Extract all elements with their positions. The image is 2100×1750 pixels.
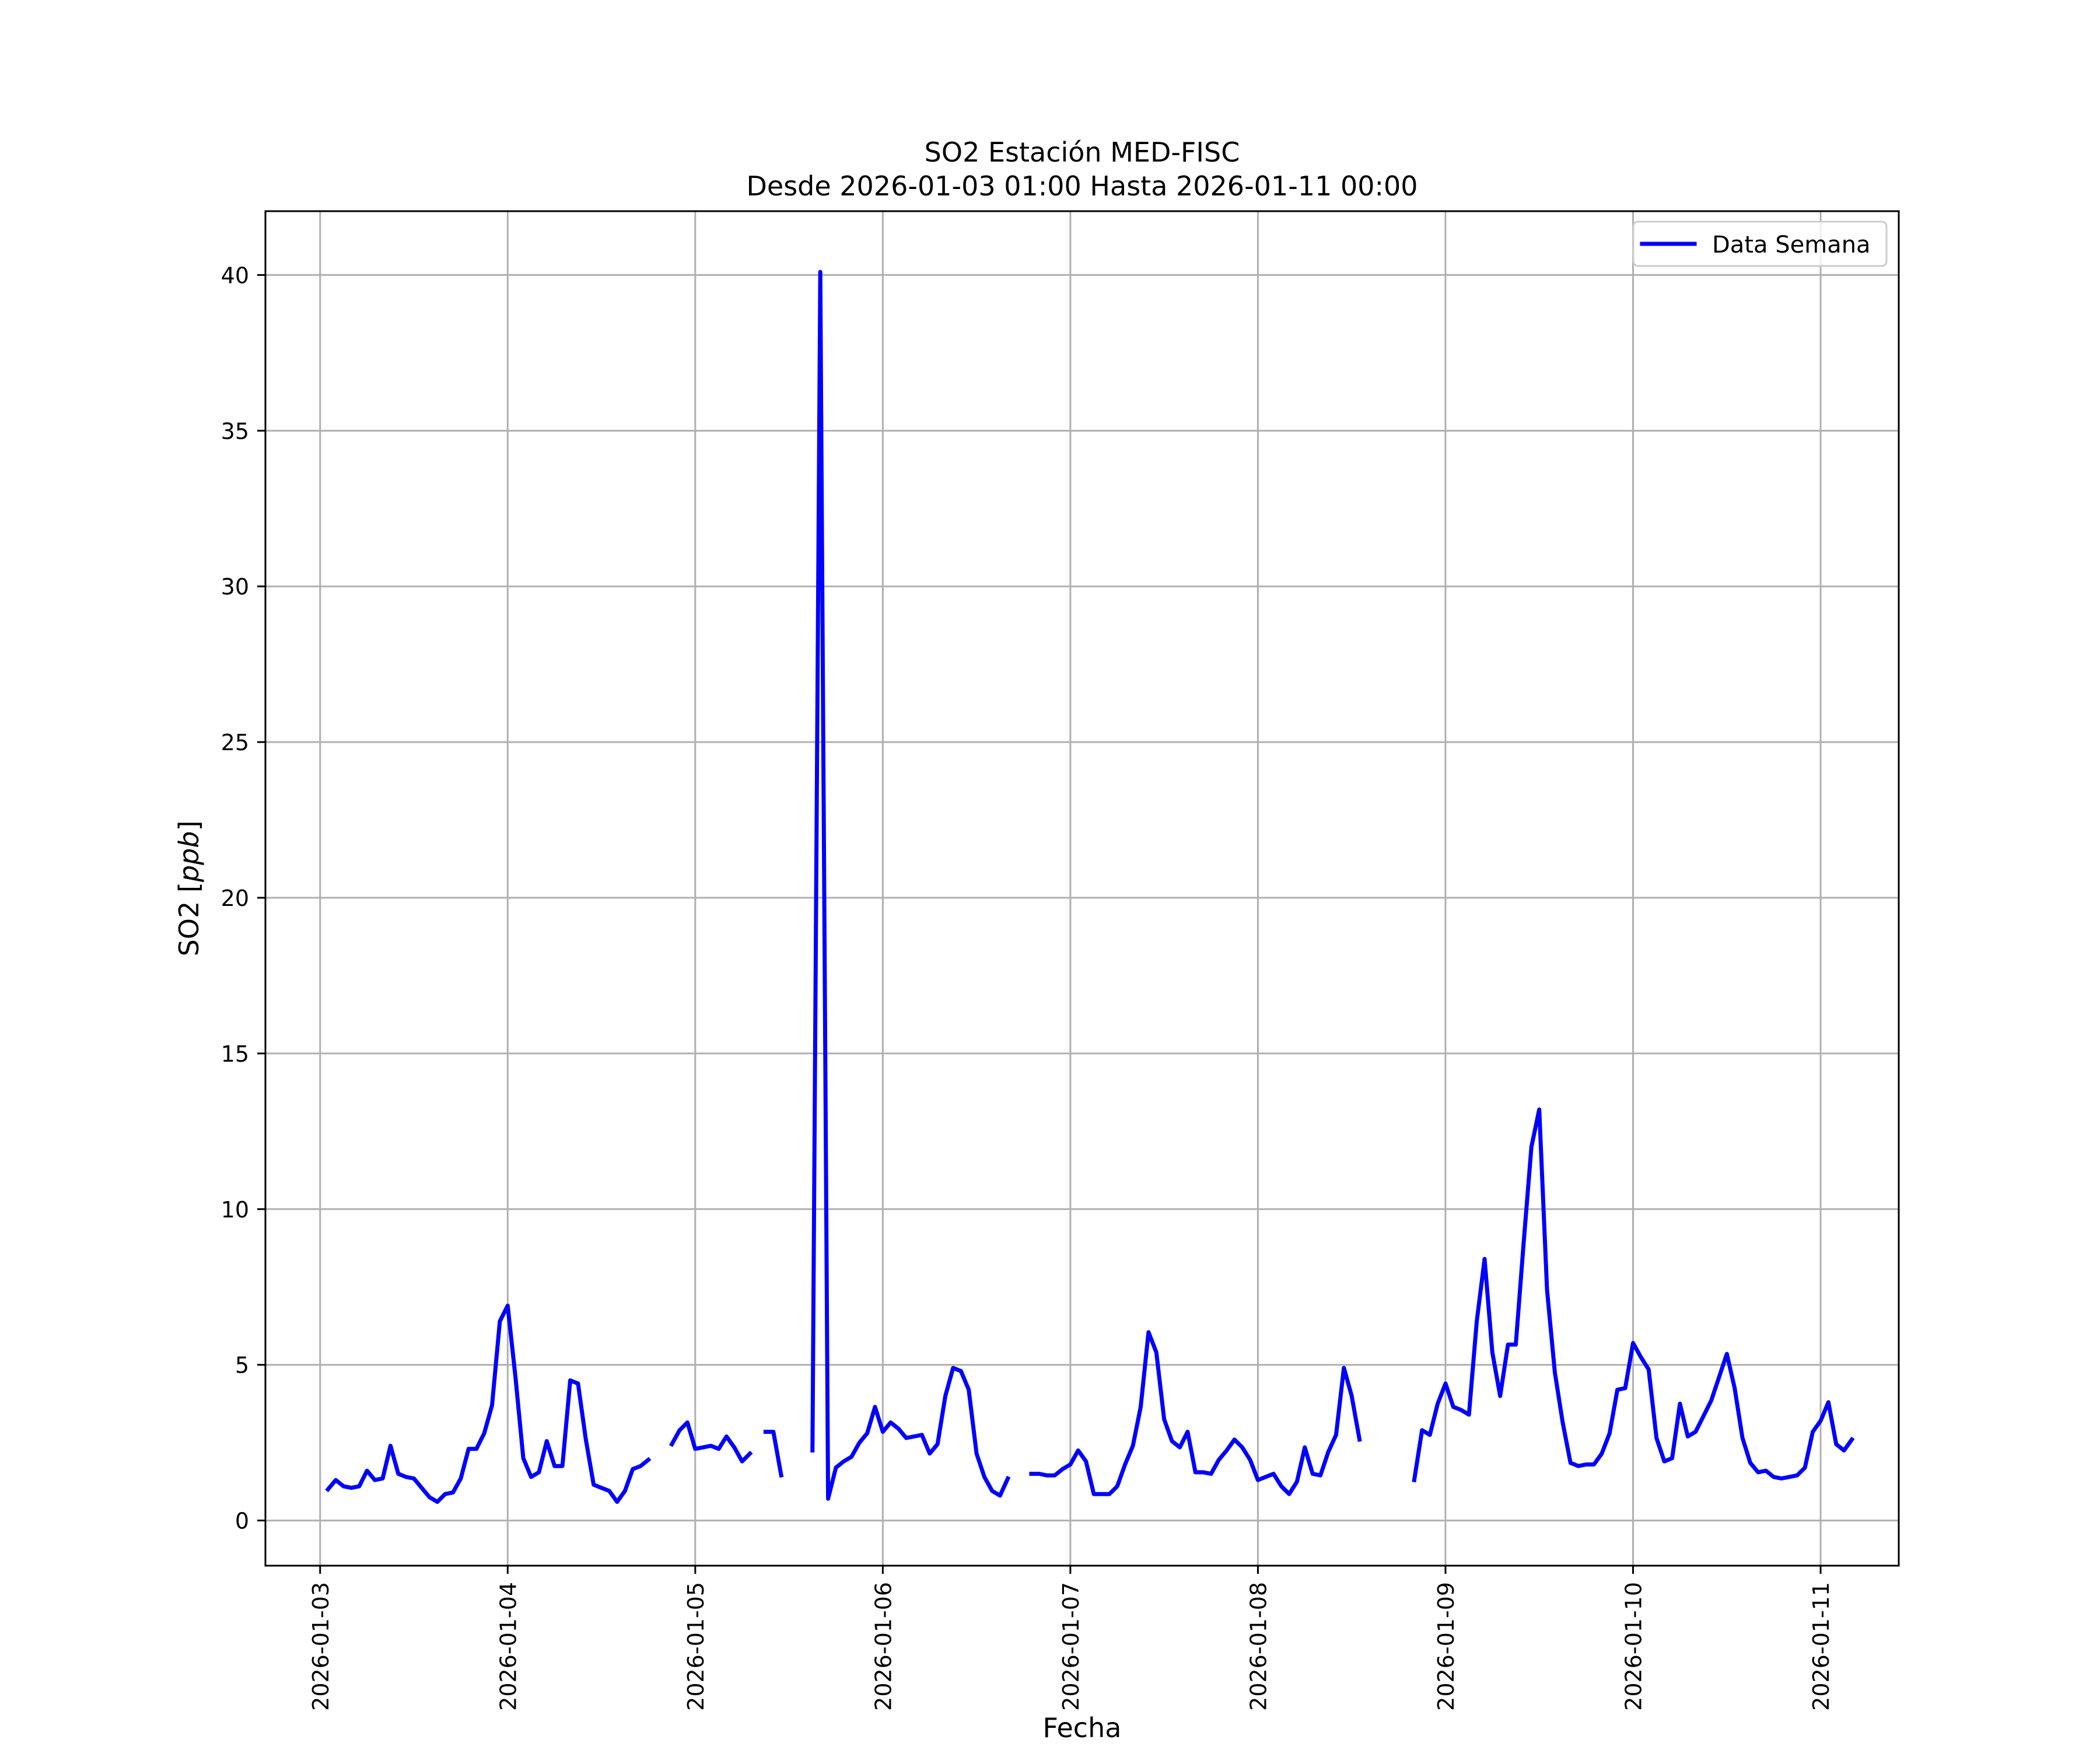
y-tick-label: 0 [235,1508,249,1534]
legend-label: Data Semana [1712,232,1871,258]
x-tick-label: 2026-01-03 [308,1582,334,1711]
x-tick-label: 2026-01-07 [1058,1582,1084,1711]
y-tick-label: 10 [221,1197,249,1223]
x-tick-label: 2026-01-05 [683,1582,709,1711]
chart-title-line-1: SO2 Estación MED-FISC [925,136,1240,168]
y-tick-label: 35 [221,418,249,444]
x-tick-label: 2026-01-04 [495,1582,521,1711]
y-tick-label: 15 [221,1041,249,1067]
y-tick-label: 20 [221,886,249,911]
series-line-segment [1412,1107,1855,1483]
x-tick-label: 2026-01-09 [1433,1582,1459,1711]
plot-frame [264,210,1900,1567]
x-axis-label: Fecha [1043,1712,1122,1744]
legend-box [1632,220,1888,267]
series-line-segment [325,1303,652,1504]
y-tick-label: 5 [235,1353,249,1378]
series-line-segment [1029,1330,1362,1496]
y-axis-label-prefix: SO2 [ [173,882,205,956]
axis-ticks: 2026-01-03 2026-01-04 2026-01-05 2026-01-06… [221,262,1834,1710]
chart-title-line-2: Desde 2026-01-03 01:00 Hasta 2026-01-11 … [746,170,1418,202]
x-tick-label: 2026-01-06 [870,1582,896,1711]
y-tick-label: 25 [221,730,249,755]
series-lines [325,270,1855,1504]
series-line-segment [810,270,1011,1501]
y-axis-label-suffix: ] [173,821,205,831]
y-axis-label-unit: ppb [173,831,205,883]
series-line-segment [668,1420,753,1464]
y-axis-label: SO2 [ppb] [173,821,205,957]
y-tick-label: 40 [221,262,249,288]
grid [265,211,1899,1566]
x-tick-label: 2026-01-08 [1245,1582,1271,1711]
y-tick-label: 30 [221,574,249,600]
series-line-segment [763,1430,784,1478]
legend: Data Semana [1632,220,1888,267]
x-tick-label: 2026-01-11 [1808,1582,1834,1711]
x-tick-label: 2026-01-10 [1620,1582,1646,1711]
